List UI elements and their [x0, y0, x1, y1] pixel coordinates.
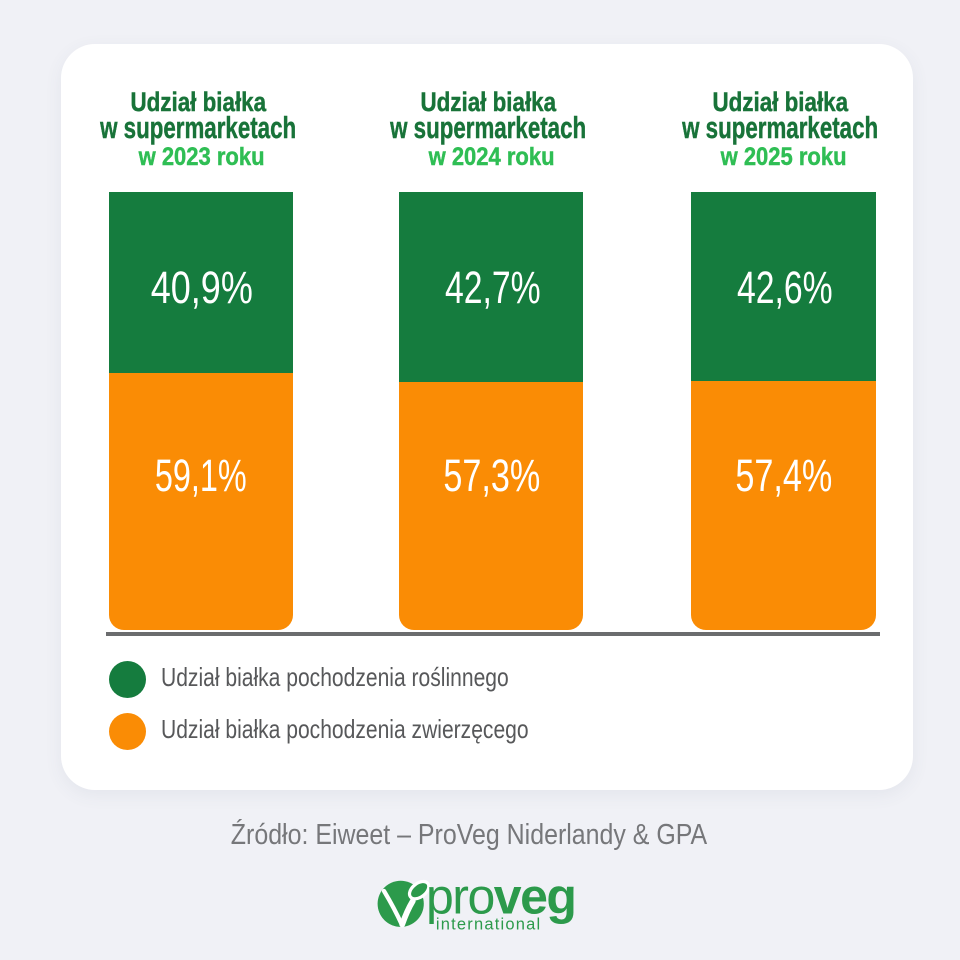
svg-text:international: international	[436, 915, 542, 933]
svg-text:proveg: proveg	[426, 870, 575, 924]
